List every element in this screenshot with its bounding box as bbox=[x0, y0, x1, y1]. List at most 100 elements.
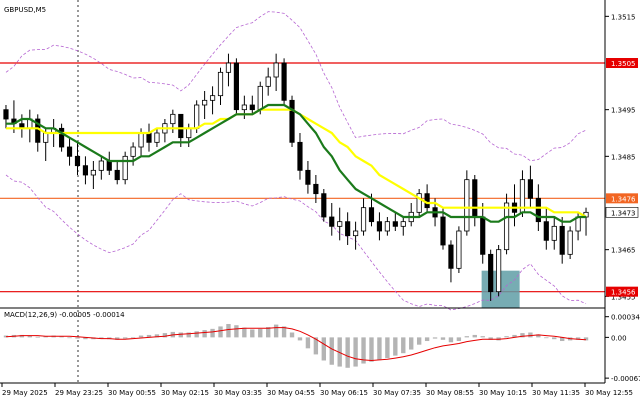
macd-histogram-bar bbox=[432, 337, 438, 339]
macd-histogram-bar bbox=[472, 334, 477, 338]
macd-histogram-bar bbox=[194, 331, 199, 338]
macd-histogram-bar bbox=[35, 336, 40, 338]
level-price-tag bbox=[606, 58, 638, 68]
macd-histogram-bar bbox=[281, 326, 287, 338]
macd-histogram-bar bbox=[289, 332, 295, 338]
macd-histogram-bar bbox=[218, 326, 223, 338]
macd-histogram-bar bbox=[115, 337, 120, 340]
candle-body bbox=[241, 104, 247, 111]
macd-histogram-bar bbox=[440, 337, 446, 340]
macd-histogram-bar bbox=[536, 334, 541, 338]
macd-histogram-bar bbox=[560, 337, 565, 342]
macd-histogram-bar bbox=[258, 328, 263, 338]
macd-histogram-bar bbox=[266, 327, 271, 338]
candle-body bbox=[217, 71, 224, 97]
macd-signal-line bbox=[5, 327, 587, 362]
macd-histogram-bar bbox=[305, 337, 311, 349]
ma-fast-line bbox=[6, 103, 586, 223]
time-tick-label: 29 May 23:25 bbox=[55, 389, 103, 397]
candle-body bbox=[59, 127, 65, 148]
macd-histogram-bar bbox=[512, 334, 517, 338]
macd-histogram-bar bbox=[3, 335, 9, 338]
macd-histogram-bar bbox=[329, 337, 334, 365]
candle-body bbox=[82, 165, 89, 176]
macd-histogram-bar bbox=[162, 333, 168, 338]
macd-histogram-bar bbox=[345, 337, 350, 368]
macd-histogram-bar bbox=[353, 337, 358, 367]
macd-histogram-bar bbox=[67, 337, 72, 339]
macd-histogram-bar bbox=[456, 337, 462, 342]
macd-histogram-bar bbox=[424, 337, 430, 342]
candle-body bbox=[360, 207, 367, 232]
time-tick-label: 30 May 06:15 bbox=[320, 389, 368, 397]
candle-body bbox=[551, 225, 557, 241]
candle-body bbox=[138, 132, 144, 148]
time-tick-label: 30 May 12:55 bbox=[585, 389, 633, 397]
macd-tick-label: 0.00034 bbox=[611, 314, 640, 322]
candle-body bbox=[273, 62, 279, 78]
candle-body bbox=[440, 216, 446, 246]
level-price-label: 1.3476 bbox=[611, 195, 636, 203]
candle-body bbox=[416, 193, 422, 213]
macd-histogram-bar bbox=[210, 328, 215, 338]
macd-histogram-bar bbox=[575, 337, 581, 340]
candle-body bbox=[337, 221, 343, 227]
macd-histogram-bar bbox=[178, 332, 183, 338]
candle-body bbox=[392, 221, 398, 227]
candle-body bbox=[384, 221, 390, 232]
macd-histogram-bar bbox=[122, 337, 128, 339]
candle-body bbox=[289, 99, 295, 143]
level-price-tag bbox=[606, 286, 638, 297]
candle-body bbox=[202, 99, 208, 106]
time-tick-label: 30 May 03:35 bbox=[214, 389, 262, 397]
time-tick-label: 30 May 02:15 bbox=[161, 389, 209, 397]
candle-body bbox=[130, 146, 136, 157]
candle-body bbox=[186, 127, 192, 139]
candle-body bbox=[106, 160, 112, 171]
candle-body bbox=[154, 132, 160, 143]
envelope-lower-band bbox=[5, 174, 587, 311]
candle-body bbox=[329, 216, 335, 227]
macd-histogram-bar bbox=[393, 337, 398, 356]
macd-histogram-bar bbox=[488, 337, 493, 340]
macd-histogram-bar bbox=[313, 337, 319, 355]
macd-histogram-bar bbox=[504, 336, 509, 338]
candle-body bbox=[122, 155, 128, 181]
macd-histogram-bar bbox=[19, 334, 25, 338]
candle-body bbox=[400, 221, 406, 227]
macd-histogram-bar bbox=[27, 335, 32, 338]
candle-body bbox=[321, 193, 327, 218]
level-price-label: 1.3505 bbox=[611, 60, 636, 68]
macd-histogram-bar bbox=[250, 329, 255, 338]
candle-body bbox=[170, 113, 176, 125]
macd-histogram-bar bbox=[297, 337, 303, 341]
macd-histogram-bar bbox=[409, 337, 414, 350]
candle-body bbox=[233, 62, 239, 111]
price-tick-label: 1.3465 bbox=[611, 247, 636, 255]
candle-body bbox=[353, 230, 359, 237]
macd-histogram-bar bbox=[337, 337, 342, 367]
macd-histogram-bar bbox=[138, 335, 144, 338]
macd-histogram-bar bbox=[83, 337, 88, 340]
macd-histogram-bar bbox=[377, 337, 382, 360]
macd-histogram-bar bbox=[202, 330, 207, 338]
candle-body bbox=[305, 169, 311, 185]
candle-body bbox=[496, 249, 502, 293]
candle-body bbox=[297, 141, 303, 171]
macd-title: MACD(12,26,9) -0.00005 -0.00014 bbox=[4, 311, 125, 319]
macd-histogram-bar bbox=[528, 332, 533, 338]
candle-body bbox=[456, 230, 462, 269]
macd-histogram-bar bbox=[226, 323, 231, 338]
macd-histogram-bar bbox=[99, 337, 104, 339]
candles bbox=[3, 53, 589, 301]
macd-tick-label: -0.00067 bbox=[611, 375, 640, 383]
candle-body bbox=[448, 244, 454, 269]
candle-body bbox=[66, 146, 73, 157]
candle-body bbox=[543, 221, 549, 241]
price-axis: 1.3515 1.3495 1.3485 1.3465 1.3455 1.3505 1.34… bbox=[605, 13, 639, 301]
candle-body bbox=[90, 169, 96, 176]
candle-body bbox=[368, 207, 375, 223]
macd-histogram-bar bbox=[59, 336, 64, 338]
